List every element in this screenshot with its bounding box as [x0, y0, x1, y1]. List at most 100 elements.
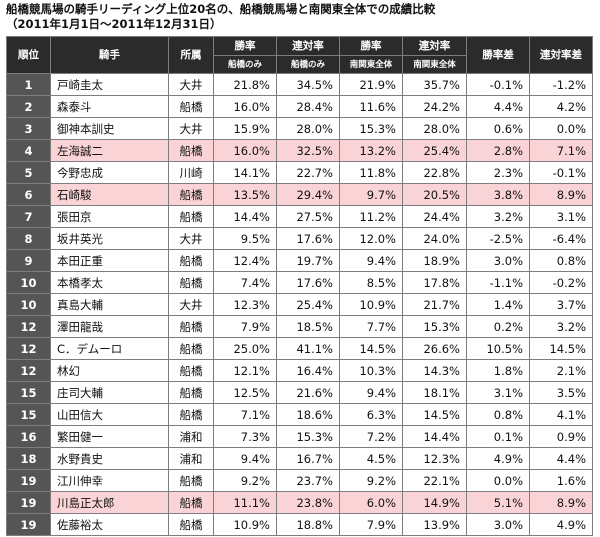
rank-cell: 19: [6, 513, 51, 536]
place-rate-diff-cell: 8.9%: [529, 183, 593, 206]
jockey-name-cell: C．デムーロ: [50, 337, 169, 360]
jockey-name-cell: 石崎駿: [50, 183, 169, 206]
jockey-name-cell: 森泰斗: [50, 95, 169, 118]
place-rate-diff-cell: -0.1%: [529, 161, 593, 184]
table-row: 12 澤田龍哉 船橋 7.9% 18.5% 7.7% 15.3% 0.2% 3.2%: [6, 315, 593, 338]
table-row: 5 今野忠成 川崎 14.1% 22.7% 11.8% 22.8% 2.3% -0.1%: [6, 161, 593, 184]
minamikanto-place-rate-cell: 26.6%: [402, 337, 467, 360]
minamikanto-win-rate-cell: 7.7%: [339, 315, 403, 338]
funabashi-win-rate-cell: 14.1%: [213, 161, 277, 184]
affiliation-cell: 川崎: [168, 161, 214, 184]
rank-cell: 18: [6, 447, 51, 470]
title-line-1: 船橋競馬場の騎手リーディング上位20名の、船橋競馬場と南関東全体での成績比較: [6, 2, 436, 16]
minamikanto-win-rate-cell: 9.4%: [339, 381, 403, 404]
subheader-funabashi-only-2: 船橋のみ: [276, 55, 340, 74]
jockey-name-cell: 庄司大輔: [50, 381, 169, 404]
rank-cell: 1: [6, 73, 51, 96]
table-row: 8 坂井英光 大井 9.5% 17.6% 12.0% 24.0% -2.5% -6.4%: [6, 227, 593, 250]
minamikanto-place-rate-cell: 12.3%: [402, 447, 467, 470]
affiliation-cell: 大井: [168, 227, 214, 250]
minamikanto-place-rate-cell: 20.5%: [402, 183, 467, 206]
table-row: 10 真島大輔 大井 12.3% 25.4% 10.9% 21.7% 1.4% 3.7%: [6, 293, 593, 316]
win-rate-diff-cell: 3.8%: [466, 183, 530, 206]
win-rate-diff-cell: -1.1%: [466, 271, 530, 294]
minamikanto-win-rate-cell: 14.5%: [339, 337, 403, 360]
funabashi-win-rate-cell: 12.1%: [213, 359, 277, 382]
minamikanto-place-rate-cell: 22.1%: [402, 469, 467, 492]
table-row: 15 山田信大 船橋 7.1% 18.6% 6.3% 14.5% 0.8% 4.1%: [6, 403, 593, 426]
funabashi-place-rate-cell: 22.7%: [276, 161, 340, 184]
jockey-name-cell: 川島正太郎: [50, 491, 169, 514]
subheader-minamikanto-1: 南関東全体: [339, 55, 403, 74]
place-rate-diff-cell: 3.1%: [529, 205, 593, 228]
place-rate-diff-cell: 0.0%: [529, 117, 593, 140]
affiliation-cell: 船橋: [168, 337, 214, 360]
subheader-funabashi-only-1: 船橋のみ: [213, 55, 277, 74]
win-rate-diff-cell: 3.0%: [466, 513, 530, 536]
affiliation-cell: 船橋: [168, 513, 214, 536]
table-row: 4 左海誠二 船橋 16.0% 32.5% 13.2% 25.4% 2.8% 7.1%: [6, 139, 593, 162]
affiliation-cell: 浦和: [168, 447, 214, 470]
win-rate-diff-cell: 1.4%: [466, 293, 530, 316]
jockey-name-cell: 坂井英光: [50, 227, 169, 250]
header-row: 順位 騎手 所属 勝率 連対率 勝率 連対率 勝率差 連対率差: [6, 36, 593, 74]
jockey-name-cell: 澤田龍哉: [50, 315, 169, 338]
place-rate-diff-cell: -1.2%: [529, 73, 593, 96]
place-rate-diff-cell: 4.4%: [529, 447, 593, 470]
table-row: 19 江川伸幸 船橋 9.2% 23.7% 9.2% 22.1% 0.0% 1.6%: [6, 469, 593, 492]
minamikanto-place-rate-cell: 24.2%: [402, 95, 467, 118]
minamikanto-place-rate-cell: 15.3%: [402, 315, 467, 338]
jockey-name-cell: 水野貴史: [50, 447, 169, 470]
rank-cell: 16: [6, 425, 51, 448]
table-row: 16 繁田健一 浦和 7.3% 15.3% 7.2% 14.4% 0.1% 0.9%: [6, 425, 593, 448]
funabashi-place-rate-cell: 18.5%: [276, 315, 340, 338]
win-rate-diff-cell: 0.2%: [466, 315, 530, 338]
jockey-name-cell: 繁田健一: [50, 425, 169, 448]
minamikanto-win-rate-cell: 9.2%: [339, 469, 403, 492]
place-rate-diff-cell: 7.1%: [529, 139, 593, 162]
table-row: 19 川島正太郎 船橋 11.1% 23.8% 6.0% 14.9% 5.1% 8.9%: [6, 491, 593, 514]
funabashi-place-rate-cell: 15.3%: [276, 425, 340, 448]
affiliation-cell: 船橋: [168, 95, 214, 118]
place-rate-diff-cell: -0.2%: [529, 271, 593, 294]
place-rate-diff-cell: 8.9%: [529, 491, 593, 514]
minamikanto-win-rate-cell: 11.8%: [339, 161, 403, 184]
jockey-name-cell: 今野忠成: [50, 161, 169, 184]
place-rate-diff-cell: 2.1%: [529, 359, 593, 382]
funabashi-place-rate-cell: 32.5%: [276, 139, 340, 162]
place-rate-diff-cell: -6.4%: [529, 227, 593, 250]
header-affiliation: 所属: [168, 36, 214, 74]
subheader-minamikanto-2: 南関東全体: [402, 55, 467, 74]
minamikanto-win-rate-cell: 11.2%: [339, 205, 403, 228]
affiliation-cell: 大井: [168, 293, 214, 316]
minamikanto-win-rate-cell: 10.9%: [339, 293, 403, 316]
funabashi-place-rate-cell: 18.8%: [276, 513, 340, 536]
funabashi-place-rate-cell: 29.4%: [276, 183, 340, 206]
win-rate-diff-cell: 4.9%: [466, 447, 530, 470]
jockey-name-cell: 江川伸幸: [50, 469, 169, 492]
jockey-name-cell: 真島大輔: [50, 293, 169, 316]
funabashi-place-rate-cell: 17.6%: [276, 271, 340, 294]
funabashi-place-rate-cell: 28.0%: [276, 117, 340, 140]
funabashi-win-rate-cell: 12.5%: [213, 381, 277, 404]
jockey-name-cell: 林幻: [50, 359, 169, 382]
win-rate-diff-cell: 0.0%: [466, 469, 530, 492]
funabashi-place-rate-cell: 16.7%: [276, 447, 340, 470]
rank-cell: 6: [6, 183, 51, 206]
minamikanto-place-rate-cell: 14.4%: [402, 425, 467, 448]
affiliation-cell: 大井: [168, 117, 214, 140]
place-rate-diff-cell: 4.9%: [529, 513, 593, 536]
minamikanto-win-rate-cell: 12.0%: [339, 227, 403, 250]
minamikanto-place-rate-cell: 14.5%: [402, 403, 467, 426]
minamikanto-place-rate-cell: 35.7%: [402, 73, 467, 96]
win-rate-diff-cell: 1.8%: [466, 359, 530, 382]
table-row: 10 本橋孝太 船橋 7.4% 17.6% 8.5% 17.8% -1.1% -0.2%: [6, 271, 593, 294]
minamikanto-place-rate-cell: 25.4%: [402, 139, 467, 162]
table-row: 12 C．デムーロ 船橋 25.0% 41.1% 14.5% 26.6% 10.5% 14.5%: [6, 337, 593, 360]
funabashi-place-rate-cell: 34.5%: [276, 73, 340, 96]
table-row: 15 庄司大輔 船橋 12.5% 21.6% 9.4% 18.1% 3.1% 3.5%: [6, 381, 593, 404]
affiliation-cell: 船橋: [168, 249, 214, 272]
funabashi-place-rate-cell: 23.7%: [276, 469, 340, 492]
minamikanto-win-rate-cell: 8.5%: [339, 271, 403, 294]
rank-cell: 5: [6, 161, 51, 184]
